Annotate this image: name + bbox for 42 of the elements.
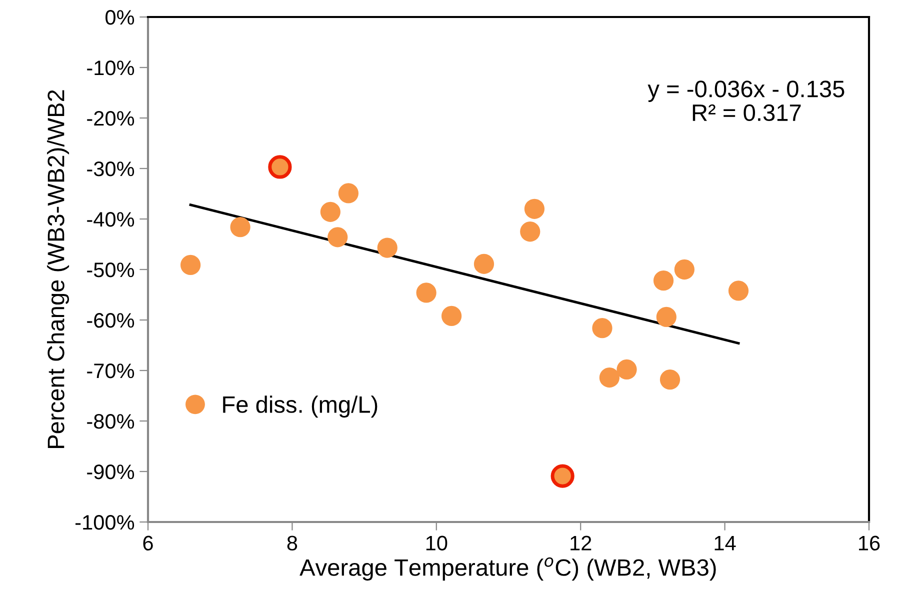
y-tick-label: -100% [76,515,134,530]
point [728,280,749,301]
point [599,368,620,388]
x-tick-label: 16 [859,536,880,550]
x-tick-label: 8 [287,536,298,550]
point [320,202,340,222]
point [674,259,694,280]
y-tick-label: -90% [87,464,134,480]
point [268,155,292,179]
point [616,359,637,380]
y-tick-label: 0% [106,10,134,25]
point [338,183,358,204]
y-axis-title: Percent Change (WB3-WB2)/WB2 [47,90,70,448]
y-tick-label: -80% [87,414,134,429]
y-tick-label: -40% [87,212,134,227]
point [660,370,680,390]
x-tick-label: 6 [143,536,153,550]
point [377,238,398,258]
point [520,222,540,242]
point [474,254,494,274]
point [328,227,348,248]
y-tick-label: -70% [87,364,134,378]
point [592,318,612,338]
x-tick-label: 12 [570,536,592,550]
x-axis-title: Average Temperature ($^{o}$C) (WB2, WB3) [300,557,716,581]
point [180,254,201,276]
legend-label: Fe diss. (mg/L) [223,396,378,418]
point [230,217,250,238]
point [656,306,676,328]
point [416,282,436,303]
y-tick-label: -10% [87,60,134,76]
y-tick-label: -50% [87,262,134,278]
x-tick-label: 14 [714,536,736,550]
point [441,306,462,326]
point [550,464,574,488]
y-tick-label: -20% [87,111,134,126]
point [653,270,674,291]
point [524,198,545,219]
y-tick-label: -30% [87,162,134,176]
annotation: y = -0.036x - 0.135 R² = 0.317 [648,80,844,122]
x-tick-label: 10 [426,536,448,550]
y-tick-label: -60% [87,313,134,328]
